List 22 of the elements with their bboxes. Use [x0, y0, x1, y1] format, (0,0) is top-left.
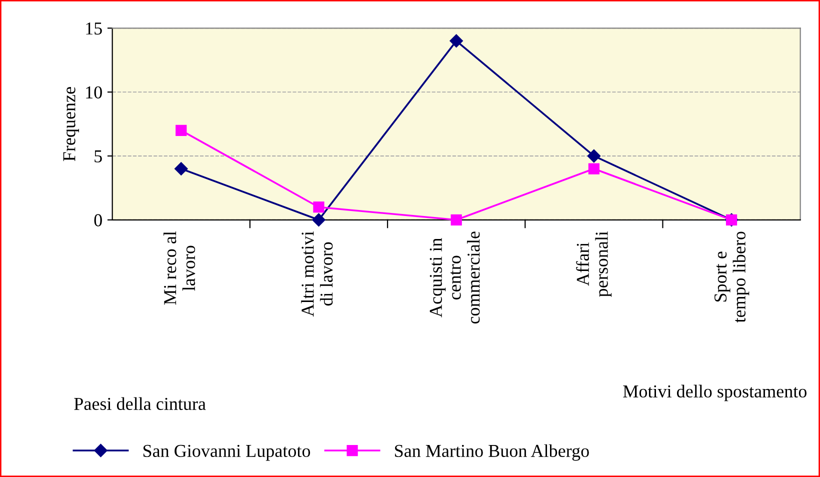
y-tick-label: 15	[86, 22, 102, 35]
x-tick-label: Sport e tempo libero	[714, 232, 750, 323]
x-tick-label: Altri motivi di lavoro	[301, 231, 333, 317]
y-axis-title: Frequenze	[63, 87, 80, 162]
legend-label: San Giovanni Lupatoto	[143, 444, 310, 461]
point	[450, 214, 462, 226]
legend-title: Paesi della cintura	[74, 397, 206, 410]
legend-label: San Martino Buon Albergo	[395, 444, 589, 461]
point	[312, 213, 326, 226]
x-tick-label: Affari personali	[576, 231, 612, 297]
point	[587, 149, 601, 163]
point	[313, 202, 324, 213]
x-axis-title: Motivi dello spostamento	[623, 384, 807, 402]
x-tick-label: Mi reco al lavoro	[164, 231, 196, 305]
point	[174, 162, 188, 176]
point	[588, 163, 600, 174]
point	[450, 34, 463, 48]
y-tick-label: 5	[94, 150, 102, 162]
y-tick-label: 0	[94, 214, 102, 226]
point	[176, 124, 187, 136]
y-tick-label: 10	[86, 86, 102, 99]
x-tick-label: Acquisti in centro commerciale	[430, 232, 480, 324]
